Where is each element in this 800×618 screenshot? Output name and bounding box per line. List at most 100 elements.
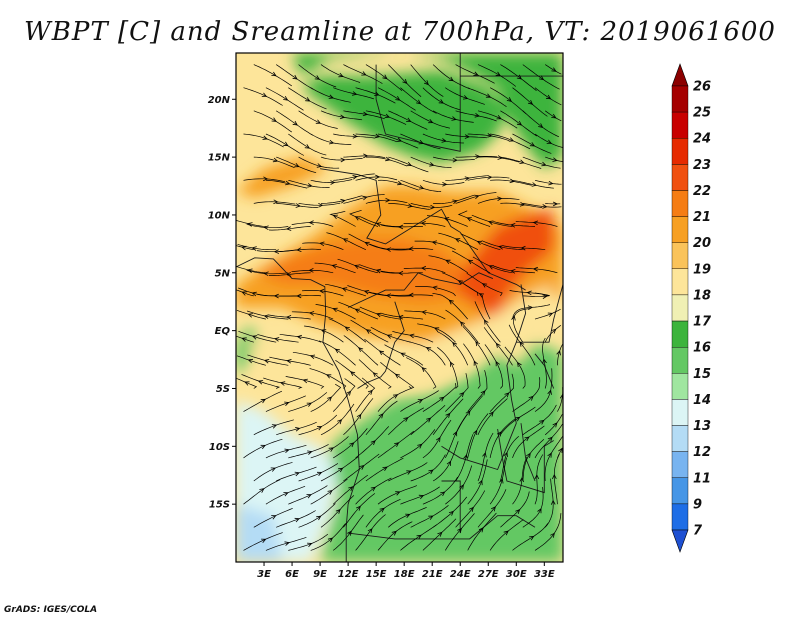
- streamline-arrow: [515, 416, 521, 422]
- streamline: [406, 357, 437, 389]
- streamline-arrow: [550, 499, 556, 505]
- streamline-arrow: [488, 220, 494, 225]
- streamline-arrow: [452, 157, 458, 163]
- streamline-arrow: [459, 392, 465, 398]
- streamline: [377, 430, 415, 459]
- streamline: [337, 258, 379, 274]
- streamline-arrow: [354, 308, 361, 313]
- streamline: [409, 341, 446, 366]
- streamline-arrow: [551, 328, 557, 334]
- colorbar-label: 15: [693, 367, 711, 382]
- streamline-arrow: [516, 74, 523, 80]
- x-tick-label: 12E: [338, 569, 359, 580]
- streamline-arrow: [362, 195, 368, 201]
- streamline: [298, 202, 341, 206]
- streamline-arrow: [428, 515, 434, 520]
- streamline: [365, 400, 398, 436]
- streamline-arrow: [421, 310, 427, 315]
- colorbar-swatch: [671, 477, 689, 505]
- streamline: [426, 215, 468, 227]
- streamline-arrow: [429, 162, 435, 167]
- streamline-arrow: [342, 238, 349, 243]
- streamline-arrow: [364, 241, 370, 247]
- streamline-arrow: [551, 67, 557, 72]
- streamline: [328, 318, 367, 343]
- streamline-arrow: [519, 341, 525, 347]
- streamline-arrow: [506, 97, 513, 102]
- streamline: [377, 179, 420, 191]
- streamline: [534, 133, 563, 148]
- streamline-arrow: [359, 465, 365, 470]
- streamline-arrow: [527, 305, 534, 310]
- border-line: [497, 428, 554, 494]
- streamline: [236, 245, 254, 251]
- streamline: [377, 485, 418, 505]
- streamline-arrow: [320, 329, 327, 334]
- streamline: [359, 306, 401, 320]
- streamline-arrow: [408, 292, 414, 298]
- streamline-arrow: [263, 225, 269, 231]
- streamline: [365, 110, 407, 125]
- streamline: [253, 110, 292, 133]
- streamline: [403, 222, 446, 227]
- streamline-arrow: [352, 175, 358, 180]
- streamline: [265, 179, 308, 189]
- streamline: [265, 444, 307, 459]
- streamline: [301, 290, 344, 297]
- streamline: [279, 333, 322, 343]
- streamline: [332, 514, 364, 551]
- streamline-arrow: [438, 99, 444, 104]
- streamline: [452, 250, 491, 274]
- streamline-arrow: [394, 442, 400, 447]
- streamline: [500, 156, 542, 169]
- streamline-arrow: [260, 398, 266, 404]
- streamline: [269, 272, 311, 276]
- streamline: [359, 264, 401, 274]
- streamline: [276, 110, 314, 136]
- streamline: [310, 179, 353, 183]
- streamline: [455, 64, 495, 84]
- streamline-arrow: [302, 378, 308, 384]
- x-tick-label: 15E: [366, 569, 387, 580]
- streamline: [410, 505, 449, 528]
- streamline: [422, 133, 464, 144]
- streamline-arrow: [247, 313, 253, 318]
- streamline: [246, 310, 289, 320]
- streamline-arrow: [532, 220, 539, 226]
- field-region-southern-green: [320, 342, 563, 562]
- streamline: [333, 173, 375, 181]
- streamline-arrow: [354, 264, 360, 269]
- streamline-arrow: [508, 137, 515, 142]
- streamline-arrow: [284, 401, 290, 406]
- streamline: [265, 536, 307, 551]
- streamline-arrow: [337, 419, 343, 425]
- streamline-arrow: [382, 466, 388, 472]
- colorbar-swatch: [671, 347, 689, 374]
- streamline-arrow: [251, 291, 257, 297]
- streamline-arrow: [331, 264, 337, 269]
- streamline: [481, 240, 523, 251]
- streamline: [522, 110, 560, 138]
- streamline: [422, 179, 465, 185]
- streamline-arrow: [361, 71, 367, 76]
- streamline-arrow: [384, 113, 391, 118]
- streamline: [332, 474, 369, 505]
- streamline: [445, 513, 475, 551]
- streamline: [343, 155, 386, 159]
- credit-text: GrADS: IGES/COLA: [4, 605, 97, 615]
- streamline: [333, 87, 375, 100]
- streamline: [253, 462, 293, 482]
- streamline: [400, 390, 439, 412]
- streamline: [432, 293, 468, 320]
- streamline: [288, 392, 328, 412]
- streamline: [243, 178, 286, 183]
- streamline: [489, 457, 508, 505]
- streamline-arrow: [417, 399, 424, 404]
- y-tick-label: 10S: [209, 442, 230, 453]
- colorbar-label: 7: [693, 524, 703, 539]
- streamline: [500, 202, 543, 208]
- streamline-arrow: [448, 510, 454, 516]
- streamline: [445, 87, 485, 105]
- streamline: [377, 133, 419, 149]
- streamline: [433, 194, 475, 204]
